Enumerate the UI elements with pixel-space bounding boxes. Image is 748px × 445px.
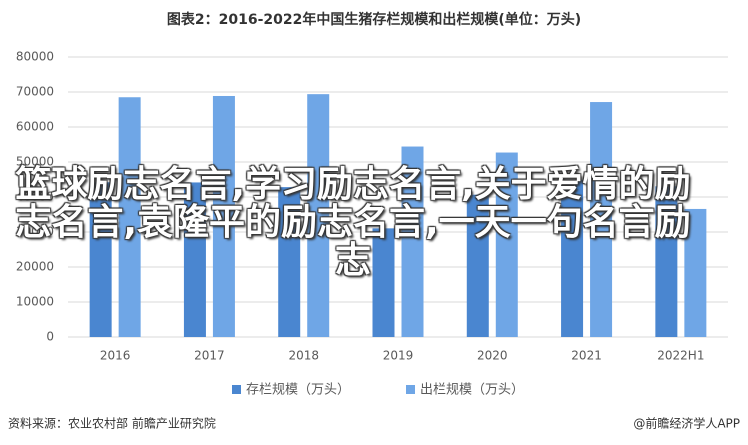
bar — [89, 182, 112, 337]
legend-label: 存栏规模（万头） — [246, 383, 350, 398]
bar — [401, 146, 424, 337]
bar — [466, 194, 489, 337]
y-tick-label: 70000 — [16, 85, 54, 99]
chart-title: 图表2：2016-2022年中国生猪存栏规模和出栏规模(单位：万头) — [167, 11, 581, 28]
y-tick-label: 0 — [46, 330, 54, 344]
bar — [590, 102, 613, 337]
bar — [307, 94, 330, 338]
y-tick-label: 60000 — [16, 120, 54, 134]
bar — [212, 95, 235, 337]
y-tick-label: 80000 — [16, 50, 54, 64]
bar — [495, 152, 518, 337]
x-tick-label: 2017 — [194, 349, 225, 363]
x-tick-label: 2022H1 — [657, 349, 704, 363]
bar — [278, 187, 301, 337]
y-tick-label: 10000 — [16, 295, 54, 309]
bar — [684, 208, 707, 337]
legend-label: 出栏规模（万头） — [420, 383, 524, 398]
legend-swatch — [232, 385, 241, 394]
x-tick-label: 2020 — [477, 349, 508, 363]
y-tick-label: 20000 — [16, 260, 54, 274]
x-tick-label: 2021 — [571, 349, 602, 363]
bar — [372, 228, 395, 337]
overlay-text: 篮球励志名言,学习励志名言,关于爱情的励志名言,袁隆平的励志名言,一天一句名言励… — [15, 164, 691, 281]
credit: @前瞻经济学人APP — [633, 416, 740, 431]
y-tick-label: 40000 — [16, 190, 54, 204]
bar — [561, 179, 584, 337]
x-tick-label: 2018 — [288, 349, 319, 363]
x-tick-label: 2019 — [383, 349, 414, 363]
y-tick-label: 30000 — [16, 225, 54, 239]
source: 资料来源：农业农村部 前瞻产业研究院 — [8, 416, 216, 431]
bar — [118, 97, 141, 337]
x-tick-label: 2016 — [100, 349, 131, 363]
legend-swatch — [406, 385, 415, 394]
bar — [183, 182, 206, 337]
bar — [655, 186, 678, 337]
y-tick-label: 50000 — [16, 155, 54, 169]
